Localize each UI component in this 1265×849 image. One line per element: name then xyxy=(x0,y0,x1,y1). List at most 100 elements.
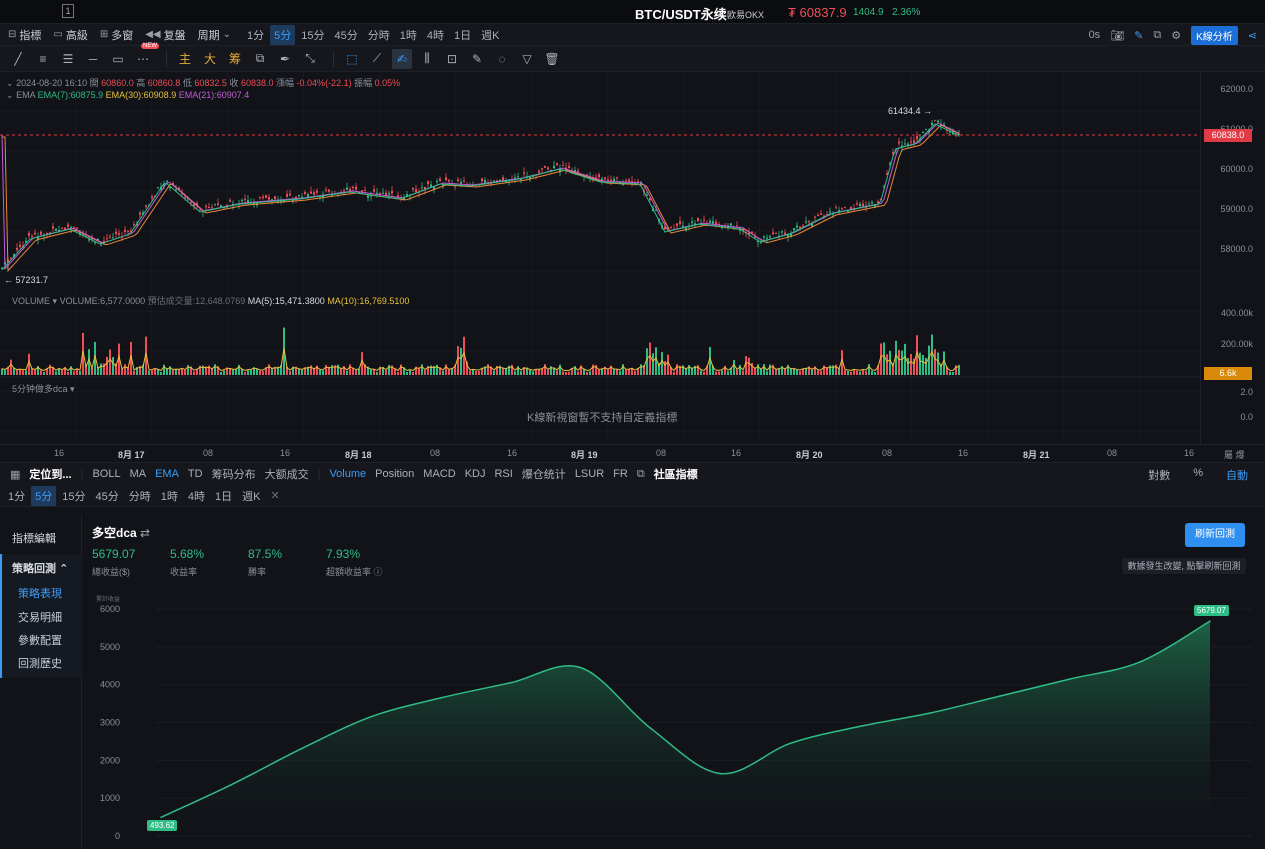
layers-icon[interactable]: ⧉ xyxy=(255,51,265,65)
period-4h[interactable]: 4時 xyxy=(426,29,445,42)
indicator-chips[interactable]: 筹码分布 xyxy=(211,469,256,481)
volume-label[interactable]: VOLUME xyxy=(12,296,51,306)
equity-chart[interactable]: 0 1000 2000 3000 4000 5000 6000 xyxy=(82,514,1265,849)
backtest-header[interactable]: 策略回測 ⌃ xyxy=(12,560,68,576)
close-icon[interactable]: ✕ xyxy=(270,490,280,502)
symbol-name[interactable]: BTC/USDT永续 xyxy=(635,7,727,22)
chevron-down-icon[interactable]: ▾ xyxy=(70,384,75,394)
main-toolbar: ⊟ 指標 ▭ 高級 ⊞ 多窗 ◀◀ 复盤 周期 ⌄ 1分 5分 15分 45分 分時 1時… xyxy=(0,24,1265,46)
indicator-lsur[interactable]: LSUR xyxy=(574,468,605,480)
pen-icon[interactable]: ✒ xyxy=(279,51,291,66)
window-icon[interactable]: ⧉ xyxy=(1153,28,1162,41)
collapse-icon[interactable]: ⌄ xyxy=(6,90,14,100)
sub-performance[interactable]: 策略表現 xyxy=(18,588,62,600)
period-1m[interactable]: 1分 xyxy=(247,29,265,42)
chevron-down-icon[interactable]: ▾ xyxy=(52,296,58,306)
eye-icon[interactable]: ◌ xyxy=(498,51,506,66)
period-1w[interactable]: 週K xyxy=(242,490,261,503)
period-1d[interactable]: 1日 xyxy=(454,29,472,42)
replay-button[interactable]: ◀◀ 复盤 xyxy=(145,27,185,43)
indicator-volume[interactable]: Volume xyxy=(329,468,367,480)
external-link-icon[interactable]: ⧉ xyxy=(636,467,645,480)
period-15m[interactable]: 15分 xyxy=(301,29,325,42)
volume-bar xyxy=(109,349,111,375)
period-5m[interactable]: 5分 xyxy=(31,485,57,506)
parallel-tool-icon[interactable]: ☰ xyxy=(62,51,74,66)
pencil-icon[interactable]: ✎ xyxy=(1134,29,1144,42)
collapse-icon[interactable]: ⌄ xyxy=(6,78,14,88)
percent-scale[interactable]: % xyxy=(1193,467,1203,479)
multi-window-button[interactable]: ⊞ 多窗 xyxy=(100,27,133,43)
indicator-kdj[interactable]: KDJ xyxy=(464,468,486,480)
camera-icon[interactable]: 📷︎ xyxy=(1110,29,1125,42)
indicators-button[interactable]: ⊟ 指標 xyxy=(8,27,41,43)
help-icon[interactable]: ⓘ xyxy=(373,567,383,577)
period-45m[interactable]: 45分 xyxy=(334,29,358,42)
share-icon[interactable]: ⋖ xyxy=(1247,29,1257,42)
advanced-button[interactable]: ▭ 高級 xyxy=(53,27,87,43)
period-timeline[interactable]: 分時 xyxy=(367,29,390,42)
kline-analysis-button[interactable]: K線分析 xyxy=(1191,25,1238,45)
period-15m[interactable]: 15分 xyxy=(62,490,86,503)
calendar-icon[interactable]: ▦ xyxy=(10,468,21,481)
indicator-edit[interactable]: 指標編輯 xyxy=(12,533,56,545)
ema-label[interactable]: EMA xyxy=(16,90,36,100)
window-index[interactable]: 1 xyxy=(62,4,74,18)
big-trades-toggle[interactable]: 大 xyxy=(203,52,216,66)
indicator-macd[interactable]: MACD xyxy=(423,468,456,480)
indicator-ma[interactable]: MA xyxy=(129,468,147,480)
indicator-rsi[interactable]: RSI xyxy=(494,468,513,480)
measure-icon[interactable]: ⤡ xyxy=(305,51,315,65)
period-1h[interactable]: 1時 xyxy=(399,29,417,42)
period-1h[interactable]: 1時 xyxy=(160,490,178,503)
sub-history[interactable]: 回測歷史 xyxy=(18,658,62,670)
ruler-icon[interactable]: ⟋ xyxy=(372,51,382,65)
edit-box-icon[interactable]: ✎ xyxy=(471,51,483,66)
volume-bar xyxy=(274,366,276,375)
custom-indicator-name[interactable]: 5分钟做多dca xyxy=(12,384,68,394)
lock-icon[interactable]: ⊡ xyxy=(446,51,458,66)
gear-icon[interactable]: ⚙ xyxy=(1171,29,1182,42)
period-1w[interactable]: 週K xyxy=(481,29,500,42)
channel-tool-icon[interactable]: ≡ xyxy=(39,51,47,66)
cursor-icon[interactable]: ⬚ xyxy=(346,51,358,66)
period-1m[interactable]: 1分 xyxy=(8,490,26,503)
indicator-boll[interactable]: BOLL xyxy=(92,468,121,480)
period-dropdown[interactable]: 周期 ⌄ xyxy=(198,27,231,43)
period-5m[interactable]: 5分 xyxy=(270,24,296,45)
more-tools-icon[interactable]: ⋯ NEW xyxy=(137,42,159,66)
auto-scale[interactable]: 自動 xyxy=(1226,470,1248,482)
indicator-ema[interactable]: EMA xyxy=(155,468,179,480)
indicator-position[interactable]: Position xyxy=(375,468,415,480)
period-45m[interactable]: 45分 xyxy=(95,490,119,503)
period-timeline[interactable]: 分時 xyxy=(128,490,151,503)
rectangle-tool-icon[interactable]: ▭ xyxy=(112,51,124,66)
community-indicators[interactable]: 社區指標 xyxy=(653,469,698,481)
price-axis[interactable]: 62000.0 61000.0 60000.0 59000.0 58000.0 … xyxy=(1200,72,1265,444)
draw-active-icon[interactable]: ✍ xyxy=(392,48,412,69)
period-4h[interactable]: 4時 xyxy=(187,490,205,503)
kline-chart[interactable]: ⌄ 2024-08-20 16:10 開 60860.0 高 60860.8 低… xyxy=(0,72,1265,462)
locate-button[interactable]: 定位到... xyxy=(29,469,72,481)
trash-icon[interactable]: 🗑︎ xyxy=(544,51,560,66)
chips-toggle[interactable]: 筹 xyxy=(228,52,241,66)
kline-canvas[interactable] xyxy=(0,72,1200,444)
swap-icon[interactable]: ⇄ xyxy=(140,526,151,540)
volume-bar xyxy=(490,366,492,375)
time-axis-right[interactable]: 屬 爆 xyxy=(1224,450,1245,460)
refresh-backtest-button[interactable]: 刷新回測 xyxy=(1185,523,1245,547)
main-chart-toggle[interactable]: 主 xyxy=(178,52,191,66)
period-1d[interactable]: 1日 xyxy=(215,490,233,503)
filter-icon[interactable]: ▽ xyxy=(522,51,532,66)
sub-params[interactable]: 參數配置 xyxy=(18,635,62,647)
indicator-liquidation[interactable]: 爆仓统计 xyxy=(521,469,566,481)
line-tool-icon[interactable]: ╱ xyxy=(14,51,22,66)
indicator-big-trades[interactable]: 大额成交 xyxy=(264,469,309,481)
hline-tool-icon[interactable]: ─ xyxy=(88,51,98,66)
candle-icon[interactable]: ⫼ xyxy=(424,51,430,65)
time-axis[interactable]: 16 8月 17 08 16 8月 18 08 16 8月 19 08 16 8… xyxy=(0,444,1265,462)
indicator-td[interactable]: TD xyxy=(187,468,203,480)
sub-trades[interactable]: 交易明細 xyxy=(18,612,62,624)
log-scale[interactable]: 對數 xyxy=(1148,470,1171,482)
indicator-fr[interactable]: FR xyxy=(613,468,628,480)
